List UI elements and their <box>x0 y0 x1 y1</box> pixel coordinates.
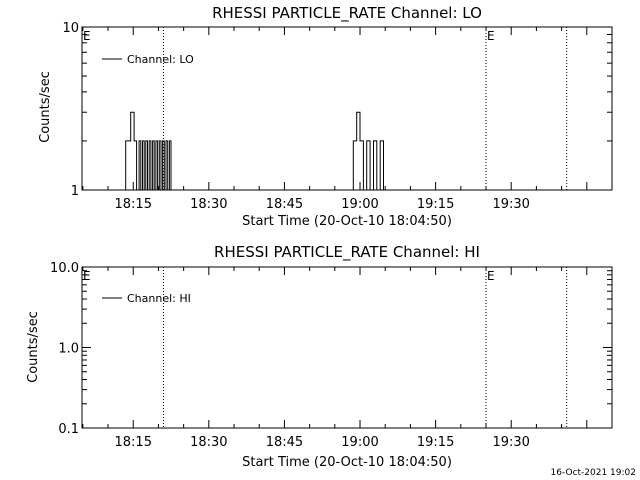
y-tick-label: 10 <box>62 21 79 36</box>
chart-panel-hi: RHESSI PARTICLE_RATE Channel: HI Counts/… <box>26 243 613 470</box>
chart-title: RHESSI PARTICLE_RATE Channel: LO <box>212 4 482 23</box>
x-tick-label: 19:30 <box>492 435 529 450</box>
plot-frame <box>81 26 613 191</box>
event-marker-label: E <box>83 29 91 43</box>
y-tick-label: 10.0 <box>50 261 79 276</box>
x-tick-label: 19:15 <box>417 435 454 450</box>
timestamp: 16-Oct-2021 19:02 <box>551 468 636 478</box>
x-tick-label: 18:45 <box>266 197 303 212</box>
x-tick-label: 19:15 <box>417 197 454 212</box>
y-axis-label: Counts/sec <box>26 311 41 383</box>
x-tick-label: 18:15 <box>115 435 152 450</box>
chart-title: RHESSI PARTICLE_RATE Channel: HI <box>214 243 480 262</box>
y-axis-label: Counts/sec <box>38 71 53 143</box>
x-tick-label: 18:30 <box>190 435 227 450</box>
x-tick-label: 18:15 <box>115 197 152 212</box>
event-marker-label: E <box>83 269 91 283</box>
y-tick-label: 1.0 <box>58 342 79 357</box>
x-tick-label: 19:00 <box>341 197 378 212</box>
y-tick-label: 0.1 <box>58 422 79 437</box>
legend: Channel: HI <box>102 292 191 305</box>
x-tick-label: 18:30 <box>190 197 227 212</box>
legend-entry: Channel: HI <box>127 292 191 305</box>
x-tick-label: 19:00 <box>341 435 378 450</box>
event-marker-label: E <box>487 269 495 283</box>
x-axis-label: Start Time (20-Oct-10 18:04:50) <box>242 214 452 229</box>
legend-entry: Channel: LO <box>127 53 194 66</box>
legend: Channel: LO <box>102 53 194 66</box>
x-tick-label: 19:30 <box>492 197 529 212</box>
event-marker-label: E <box>487 29 495 43</box>
x-tick-label: 18:45 <box>266 435 303 450</box>
y-tick-label: 1 <box>71 184 79 199</box>
chart-panel-lo: RHESSI PARTICLE_RATE Channel: LO Counts/… <box>38 4 613 229</box>
x-axis-label: Start Time (20-Oct-10 18:04:50) <box>242 455 452 470</box>
